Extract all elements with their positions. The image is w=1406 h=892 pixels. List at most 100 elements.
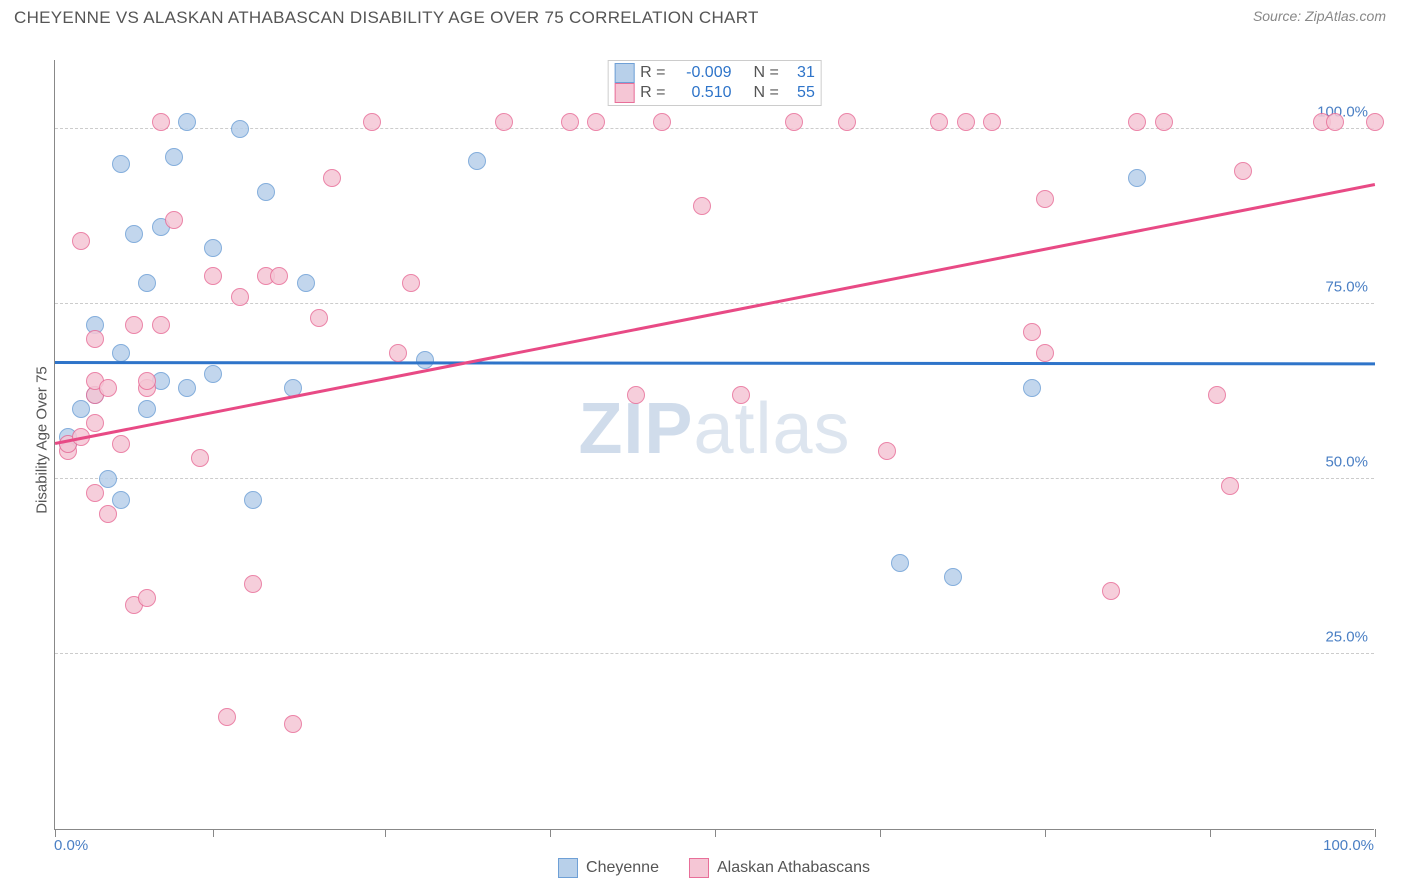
legend-swatch	[614, 83, 634, 103]
data-point	[270, 267, 288, 285]
data-point	[112, 491, 130, 509]
x-tick	[550, 829, 551, 837]
trend-line	[55, 183, 1375, 444]
data-point	[944, 568, 962, 586]
series-legend: Cheyenne Alaskan Athabascans	[54, 858, 1374, 878]
data-point	[1102, 582, 1120, 600]
data-point	[363, 113, 381, 131]
data-point	[1023, 379, 1041, 397]
data-point	[878, 442, 896, 460]
data-point	[86, 330, 104, 348]
gridline	[55, 128, 1374, 129]
legend-swatch	[689, 858, 709, 878]
data-point	[561, 113, 579, 131]
y-tick-label: 75.0%	[1325, 279, 1368, 296]
data-point	[693, 197, 711, 215]
data-point	[204, 239, 222, 257]
data-point	[653, 113, 671, 131]
watermark: ZIPatlas	[578, 388, 850, 470]
data-point	[1128, 113, 1146, 131]
data-point	[416, 351, 434, 369]
legend-row: R =0.510N =55	[614, 83, 815, 103]
data-point	[72, 232, 90, 250]
x-axis-max: 100.0%	[1323, 837, 1374, 854]
legend-item: Cheyenne	[558, 858, 659, 878]
data-point	[587, 113, 605, 131]
data-point	[86, 484, 104, 502]
trend-line	[55, 361, 1375, 365]
data-point	[785, 113, 803, 131]
data-point	[178, 379, 196, 397]
data-point	[310, 309, 328, 327]
legend-row: R =-0.009N =31	[614, 63, 815, 83]
data-point	[1208, 386, 1226, 404]
y-axis-label: Disability Age Over 75	[34, 366, 51, 514]
data-point	[891, 554, 909, 572]
data-point	[732, 386, 750, 404]
data-point	[402, 274, 420, 292]
data-point	[284, 715, 302, 733]
series-name: Cheyenne	[586, 859, 659, 877]
data-point	[204, 267, 222, 285]
x-tick	[55, 829, 56, 837]
y-tick-label: 50.0%	[1325, 454, 1368, 471]
y-tick-label: 25.0%	[1325, 629, 1368, 646]
legend-swatch	[614, 63, 634, 83]
data-point	[297, 274, 315, 292]
data-point	[244, 575, 262, 593]
data-point	[112, 155, 130, 173]
data-point	[838, 113, 856, 131]
data-point	[125, 316, 143, 334]
data-point	[138, 589, 156, 607]
data-point	[1366, 113, 1384, 131]
data-point	[495, 113, 513, 131]
data-point	[138, 372, 156, 390]
x-tick	[1210, 829, 1211, 837]
data-point	[152, 316, 170, 334]
data-point	[138, 274, 156, 292]
data-point	[165, 148, 183, 166]
x-tick	[385, 829, 386, 837]
data-point	[231, 288, 249, 306]
data-point	[99, 505, 117, 523]
data-point	[1221, 477, 1239, 495]
series-name: Alaskan Athabascans	[717, 859, 870, 877]
x-tick	[715, 829, 716, 837]
data-point	[112, 435, 130, 453]
x-tick	[880, 829, 881, 837]
data-point	[86, 414, 104, 432]
gridline	[55, 653, 1374, 654]
source-attribution: Source: ZipAtlas.com	[1253, 8, 1386, 24]
data-point	[957, 113, 975, 131]
data-point	[99, 470, 117, 488]
x-axis-labels: 0.0% 100.0%	[54, 837, 1374, 854]
legend-swatch	[558, 858, 578, 878]
data-point	[930, 113, 948, 131]
chart-title: CHEYENNE VS ALASKAN ATHABASCAN DISABILIT…	[14, 8, 759, 28]
data-point	[1036, 344, 1054, 362]
data-point	[627, 386, 645, 404]
data-point	[204, 365, 222, 383]
correlation-legend: R =-0.009N =31R =0.510N =55	[607, 60, 822, 106]
data-point	[1155, 113, 1173, 131]
data-point	[1023, 323, 1041, 341]
gridline	[55, 478, 1374, 479]
data-point	[99, 379, 117, 397]
data-point	[1036, 190, 1054, 208]
plot-area: ZIPatlas R =-0.009N =31R =0.510N =55 25.…	[54, 60, 1374, 830]
data-point	[218, 708, 236, 726]
data-point	[1128, 169, 1146, 187]
data-point	[1234, 162, 1252, 180]
data-point	[323, 169, 341, 187]
data-point	[178, 113, 196, 131]
data-point	[983, 113, 1001, 131]
data-point	[244, 491, 262, 509]
data-point	[165, 211, 183, 229]
x-tick	[1375, 829, 1376, 837]
gridline	[55, 303, 1374, 304]
data-point	[138, 400, 156, 418]
data-point	[389, 344, 407, 362]
data-point	[112, 344, 130, 362]
data-point	[468, 152, 486, 170]
legend-item: Alaskan Athabascans	[689, 858, 870, 878]
